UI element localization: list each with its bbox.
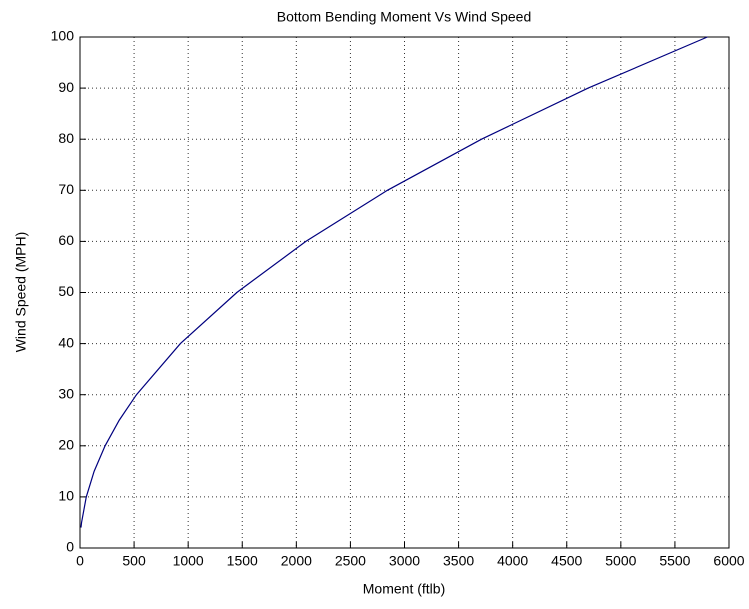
x-tick-label: 2500 xyxy=(335,553,366,569)
x-tick-label: 4000 xyxy=(497,553,528,569)
y-tick-label: 0 xyxy=(66,539,74,555)
x-tick-label: 3500 xyxy=(443,553,474,569)
x-axis-label: Moment (ftlb) xyxy=(363,581,445,597)
x-tick-label: 3000 xyxy=(389,553,420,569)
y-tick-label: 50 xyxy=(58,283,74,299)
y-tick-label: 20 xyxy=(58,437,74,453)
y-tick-label: 10 xyxy=(58,488,74,504)
chart-title: Bottom Bending Moment Vs Wind Speed xyxy=(277,9,531,25)
data-line xyxy=(80,36,708,528)
y-tick-label: 30 xyxy=(58,385,74,401)
x-tick-label: 0 xyxy=(76,553,84,569)
x-tick-label: 5500 xyxy=(659,553,690,569)
y-tick-label: 80 xyxy=(58,130,74,146)
x-tick-label: 1000 xyxy=(173,553,204,569)
y-tick-label: 100 xyxy=(51,28,75,44)
x-tick-label: 6000 xyxy=(713,553,744,569)
y-tick-label: 40 xyxy=(58,334,74,350)
y-tick-label: 60 xyxy=(58,232,74,248)
x-tick-label: 500 xyxy=(122,553,146,569)
x-tick-label: 5000 xyxy=(605,553,636,569)
y-tick-label: 90 xyxy=(58,79,74,95)
plot-frame xyxy=(79,36,730,549)
y-tick-label: 70 xyxy=(58,181,74,197)
x-tick-label: 4500 xyxy=(551,553,582,569)
x-tick-label: 1500 xyxy=(227,553,258,569)
y-axis-label: Wind Speed (MPH) xyxy=(13,232,29,353)
x-tick-label: 2000 xyxy=(281,553,312,569)
